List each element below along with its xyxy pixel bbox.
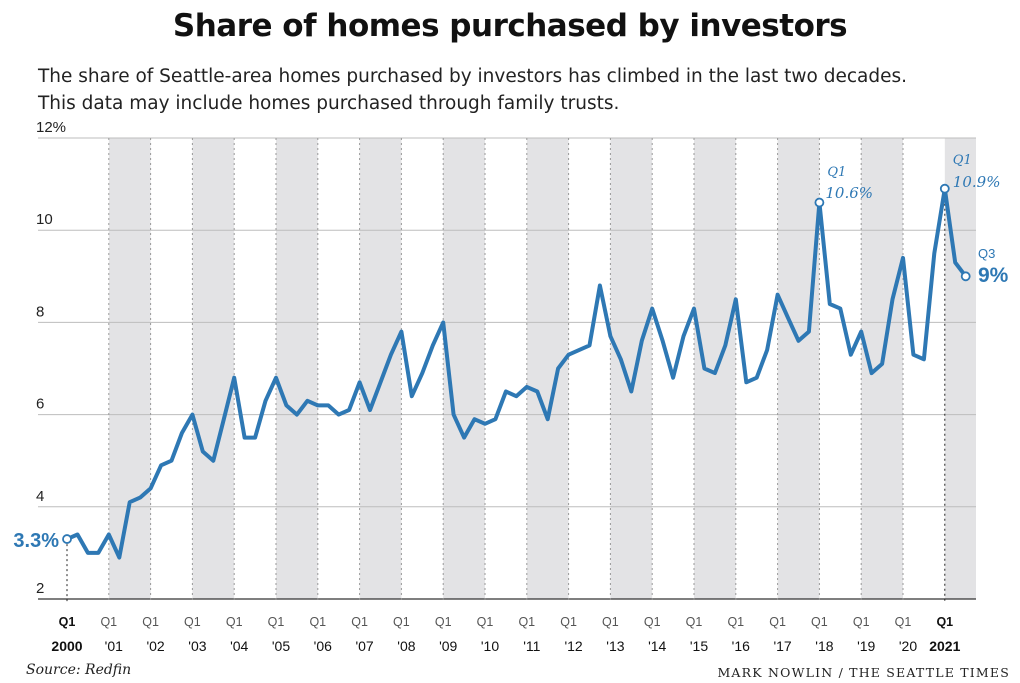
x-year-label: '13 [606, 638, 624, 654]
y-tick-label: 10 [36, 211, 53, 228]
year-band [610, 138, 653, 599]
y-tick-label: 8 [36, 303, 44, 320]
peak-2021-value: 10.9% [953, 173, 1001, 191]
x-year-label: 2021 [929, 638, 960, 654]
x-year-label: '08 [397, 638, 415, 654]
x-year-label: 2000 [51, 638, 82, 654]
x-quarter-label: Q1 [560, 615, 577, 629]
year-band [777, 138, 820, 599]
x-quarter-label: Q1 [309, 615, 326, 629]
highlight-point [939, 183, 950, 194]
x-quarter-label: Q1 [644, 615, 661, 629]
x-quarter-label: Q1 [351, 615, 368, 629]
x-year-label: '19 [857, 638, 875, 654]
x-quarter-label: Q1 [268, 615, 285, 629]
x-quarter-label: Q1 [853, 615, 870, 629]
series-line [65, 186, 968, 560]
peak-2018-value: 10.6% [825, 184, 873, 202]
x-year-label: '01 [105, 638, 123, 654]
x-year-label: '20 [899, 638, 917, 654]
y-tick-label: 6 [36, 396, 44, 413]
x-quarter-label: Q1 [769, 615, 786, 629]
x-quarter-label: Q1 [184, 615, 201, 629]
source-note: Source: Redfin [26, 662, 132, 678]
x-quarter-label: Q1 [518, 615, 535, 629]
x-quarter-label: Q1 [59, 615, 76, 629]
year-band [861, 138, 903, 599]
x-quarter-label: Q1 [602, 615, 619, 629]
x-year-label: '09 [439, 638, 457, 654]
x-year-label: '17 [773, 638, 791, 654]
x-year-label: '16 [732, 638, 750, 654]
x-year-label: '12 [564, 638, 582, 654]
x-year-label: '14 [648, 638, 666, 654]
y-tick-label: 2 [36, 580, 44, 597]
x-quarter-label: Q1 [686, 615, 703, 629]
year-band [276, 138, 318, 599]
x-year-label: '05 [272, 638, 290, 654]
highlight-point [62, 534, 72, 544]
chart-subtitle: The share of Seattle-area homes purchase… [38, 63, 998, 117]
peak-2018-quarter: Q1 [827, 165, 846, 180]
y-tick-label: 4 [36, 488, 44, 505]
x-year-label: '03 [188, 638, 206, 654]
x-year-label: '04 [230, 638, 248, 654]
year-band [108, 138, 151, 599]
x-quarter-label: Q1 [435, 615, 452, 629]
x-quarter-label: Q1 [811, 615, 828, 629]
peak-2021-quarter: Q1 [953, 153, 972, 168]
x-quarter-label: Q1 [895, 615, 912, 629]
x-year-label: '06 [314, 638, 332, 654]
end-quarter-label: Q3 [978, 246, 995, 261]
x-quarter-label: Q1 [226, 615, 243, 629]
subtitle-line-1: The share of Seattle-area homes purchase… [38, 66, 907, 87]
x-year-label: '11 [523, 638, 540, 654]
x-year-label: '10 [481, 638, 499, 654]
year-band [526, 138, 569, 599]
year-band [192, 138, 235, 599]
x-quarter-label: Q1 [727, 615, 744, 629]
subtitle-line-2: This data may include homes purchased th… [38, 93, 620, 114]
start-value-label: 3.3% [13, 530, 59, 552]
x-quarter-label: Q1 [393, 615, 410, 629]
x-year-label: '15 [690, 638, 708, 654]
chart-title: Share of homes purchased by investors [172, 8, 848, 44]
end-value-label: 9% [978, 264, 1009, 287]
x-quarter-label: Q1 [477, 615, 494, 629]
x-quarter-label: Q1 [142, 615, 159, 629]
x-year-label: '07 [355, 638, 373, 654]
credit-line: MARK NOWLIN / THE SEATTLE TIMES [717, 665, 1010, 680]
y-tick-label: 12% [36, 119, 66, 136]
x-year-label: '02 [146, 638, 164, 654]
x-year-label: '18 [815, 638, 833, 654]
highlight-point [814, 197, 825, 208]
highlight-point [960, 271, 971, 282]
x-quarter-label: Q1 [100, 615, 117, 629]
x-quarter-label: Q1 [936, 615, 953, 629]
year-band [359, 138, 402, 599]
year-band [944, 138, 976, 599]
